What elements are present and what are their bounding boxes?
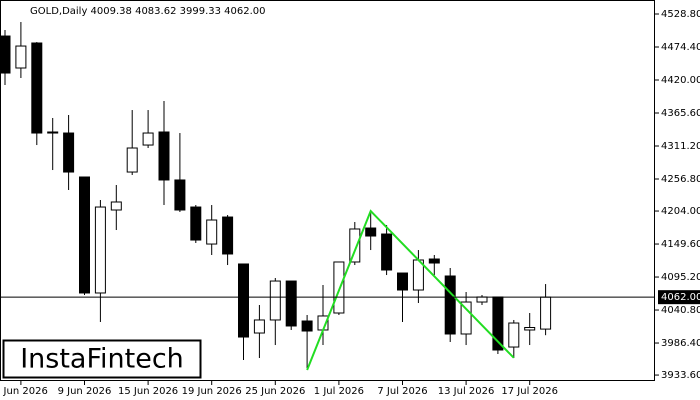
price-label-box	[658, 290, 700, 305]
candle-body	[94, 206, 106, 294]
candle-body	[540, 296, 552, 330]
y-tick-label: 4365.60	[661, 108, 700, 119]
y-tick-label: 4256.80	[661, 174, 700, 185]
candle-body	[444, 275, 456, 335]
logo: InstaFintech	[20, 344, 184, 375]
x-tick-label: 9 Jun 2026	[58, 386, 112, 397]
y-tick-label: 4095.20	[661, 272, 700, 283]
x-tick-label: 13 Jul 2026	[438, 386, 495, 397]
candle-body	[508, 322, 520, 348]
candle-body	[381, 233, 393, 271]
candle-body	[206, 219, 218, 245]
candle-body	[158, 131, 170, 181]
candle-body	[79, 176, 90, 294]
plot: 4528.80 4474.40 4420.00 4365.60 4311.20 4256.…	[0, 9, 700, 397]
chart-header: GOLD,Daily 4009.38 4083.62 3999.33 4062.…	[30, 6, 266, 17]
candle-body	[349, 228, 361, 263]
candle-body	[190, 206, 202, 241]
candle-body	[253, 319, 265, 334]
x-tick-label: 25 Jun 2026	[245, 386, 305, 397]
x-tick-label: 1 Jul 2026	[314, 386, 364, 397]
pattern-line	[306, 209, 515, 371]
candle-body	[238, 263, 249, 338]
x-tick-label: 3 Jun 2026	[0, 386, 48, 397]
y-tick-label: 4474.40	[661, 42, 700, 53]
candle-body	[0, 35, 11, 74]
candle-body	[31, 42, 43, 134]
candle-body	[126, 147, 138, 173]
y-tick-label: 4204.00	[661, 206, 700, 217]
candle-body	[63, 132, 75, 173]
candle-body	[110, 201, 122, 211]
candle-body	[301, 320, 313, 332]
x-tick-label: 15 Jun 2026	[118, 386, 178, 397]
y-tick-label: 4149.60	[661, 239, 700, 250]
x-tick-label: 7 Jul 2026	[377, 386, 427, 397]
candle-body	[524, 326, 536, 331]
x-tick-label: 19 Jun 2026	[182, 386, 242, 397]
candle-body	[174, 179, 186, 211]
candle-body	[476, 296, 488, 303]
candle-body	[222, 216, 234, 255]
price-label: 4062.00	[661, 292, 700, 303]
candle-body	[15, 45, 27, 69]
candle-body	[365, 227, 377, 237]
candle-body	[285, 280, 297, 327]
y-tick-label: 3986.40	[661, 338, 700, 349]
candle-body	[397, 272, 408, 291]
y-tick-label: 4420.00	[661, 75, 700, 86]
candle-body	[269, 280, 281, 321]
plot-frame	[0, 0, 655, 381]
y-tick-label: 3933.60	[661, 370, 700, 381]
candle-body	[460, 301, 472, 335]
candle-body	[428, 258, 440, 264]
candle-body	[333, 261, 345, 314]
y-tick-label: 4040.80	[661, 305, 700, 316]
y-tick-label: 4528.80	[661, 9, 700, 20]
candle-body	[47, 131, 59, 134]
logo-box	[2, 339, 202, 379]
x-tick-label: 17 Jul 2026	[501, 386, 558, 397]
candle-body	[142, 132, 154, 146]
y-tick-label: 4311.20	[661, 141, 700, 152]
